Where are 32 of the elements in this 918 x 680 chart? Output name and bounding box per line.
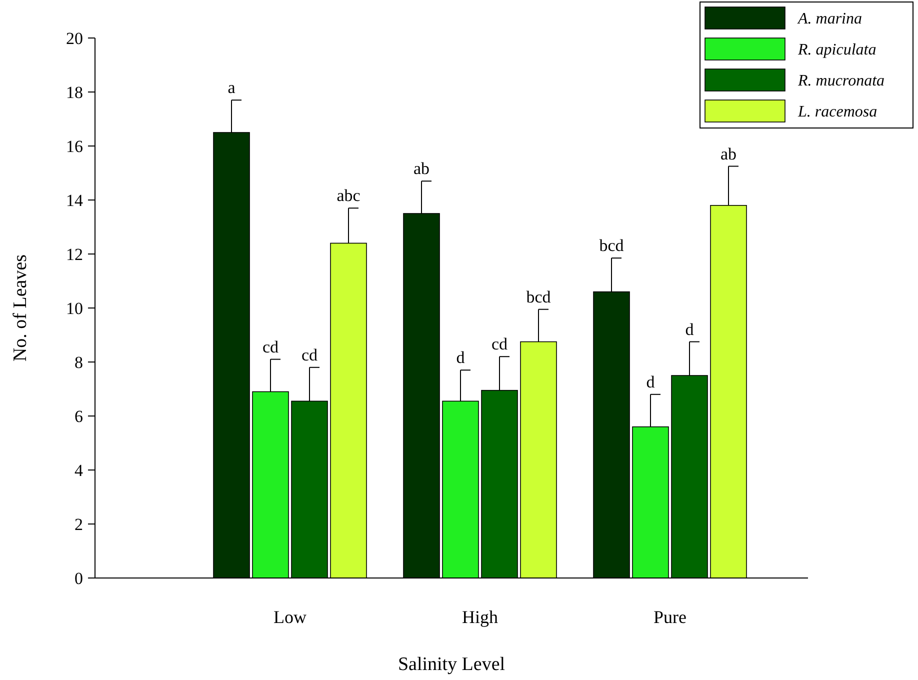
annotation: d bbox=[456, 348, 466, 368]
annotation: bcd bbox=[599, 236, 624, 256]
x-axis-title: Salinity Level bbox=[398, 654, 506, 675]
y-tick-label: 14 bbox=[66, 190, 84, 210]
x-tick-label: Pure bbox=[654, 607, 687, 627]
annotation: ab bbox=[720, 144, 737, 164]
legend-label: R. mucronata bbox=[797, 72, 885, 90]
y-tick-label: 18 bbox=[66, 82, 83, 102]
x-tick-label: High bbox=[462, 607, 498, 627]
y-tick-label: 16 bbox=[66, 136, 83, 156]
annotation: d bbox=[646, 372, 656, 392]
legend-label: R. apiculata bbox=[797, 42, 876, 59]
legend-label: L. racemosa bbox=[797, 104, 878, 121]
y-axis-title: No. of Leaves bbox=[10, 254, 31, 362]
y-tick-label: 20 bbox=[66, 28, 83, 48]
annotation: a bbox=[228, 78, 236, 98]
annotation: abc bbox=[336, 186, 361, 206]
annotation: cd bbox=[301, 345, 318, 364]
legend-label: A. marina bbox=[797, 10, 862, 28]
y-tick-label: 8 bbox=[74, 352, 83, 372]
annotation: bcd bbox=[526, 287, 552, 306]
annotation: ab bbox=[413, 159, 430, 178]
y-tick-label: 4 bbox=[74, 460, 84, 480]
y-tick-label: 6 bbox=[74, 406, 83, 426]
y-tick-label: 12 bbox=[66, 244, 83, 264]
y-tick-label: 0 bbox=[74, 568, 83, 588]
y-tick-label: 10 bbox=[66, 298, 83, 318]
annotation: cd bbox=[262, 337, 280, 356]
x-tick-label: Low bbox=[274, 607, 306, 627]
annotation: cd bbox=[491, 334, 508, 354]
y-tick-label: 2 bbox=[74, 514, 83, 534]
annotation: d bbox=[685, 320, 694, 339]
